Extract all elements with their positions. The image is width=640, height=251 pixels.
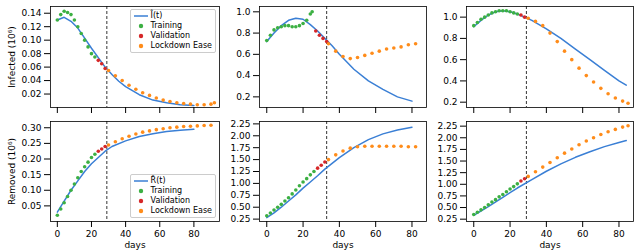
html-text:Training: Training: [150, 21, 183, 30]
svg-text:0.6: 0.6: [236, 49, 251, 59]
html-text:Î(t): Î(t): [150, 11, 163, 20]
svg-text:80: 80: [188, 229, 200, 239]
svg-text:1.75: 1.75: [437, 144, 457, 154]
svg-text:1.50: 1.50: [437, 156, 457, 166]
svg-text:80: 80: [406, 229, 418, 239]
svg-text:0.50: 0.50: [437, 202, 457, 212]
html-text:Lockdown Ease: Lockdown Ease: [150, 206, 212, 215]
svg-text:1.0: 1.0: [443, 12, 458, 22]
svg-text:0.2: 0.2: [236, 92, 250, 102]
svg-text:2.25: 2.25: [230, 119, 250, 129]
svg-text:0.4: 0.4: [443, 76, 458, 86]
svg-text:0.25: 0.25: [230, 214, 250, 224]
svg-text:Removed (10⁶): Removed (10⁶): [7, 138, 17, 205]
html-text:Training: Training: [150, 186, 183, 195]
html-text:R̂(t): R̂(t): [150, 176, 166, 185]
html-text:Lockdown Ease: Lockdown Ease: [150, 41, 212, 50]
svg-text:20: 20: [504, 229, 516, 239]
svg-text:Infected (10⁶): Infected (10⁶): [7, 26, 17, 88]
svg-text:0.02: 0.02: [21, 89, 41, 99]
svg-text:0.14: 0.14: [21, 8, 41, 18]
svg-text:0.6: 0.6: [443, 55, 458, 65]
svg-text:60: 60: [154, 229, 166, 239]
svg-text:2.00: 2.00: [230, 131, 250, 141]
svg-text:0.10: 0.10: [21, 185, 41, 195]
html-text:Validation: Validation: [150, 31, 191, 40]
svg-text:1.25: 1.25: [437, 168, 457, 178]
svg-text:40: 40: [120, 229, 132, 239]
svg-text:1.00: 1.00: [437, 179, 457, 189]
svg-text:0.50: 0.50: [230, 202, 250, 212]
svg-text:0.05: 0.05: [21, 201, 41, 211]
svg-text:60: 60: [577, 229, 589, 239]
svg-text:0: 0: [471, 229, 477, 239]
svg-text:days: days: [332, 240, 354, 250]
svg-text:1.0: 1.0: [236, 7, 251, 17]
svg-text:0: 0: [264, 229, 270, 239]
html-text:Validation: Validation: [150, 196, 191, 205]
svg-text:0.8: 0.8: [236, 28, 251, 38]
svg-text:0.4: 0.4: [236, 70, 251, 80]
svg-text:40: 40: [334, 229, 346, 239]
svg-text:1.75: 1.75: [230, 143, 250, 153]
svg-text:0.08: 0.08: [21, 49, 41, 59]
svg-text:0.30: 0.30: [21, 123, 41, 133]
svg-text:days: days: [124, 240, 146, 250]
svg-text:0.04: 0.04: [21, 75, 41, 85]
svg-text:0.25: 0.25: [437, 214, 457, 224]
svg-text:0: 0: [54, 229, 60, 239]
svg-text:60: 60: [370, 229, 382, 239]
svg-text:1.50: 1.50: [230, 154, 250, 164]
svg-text:0.15: 0.15: [21, 170, 41, 180]
svg-text:40: 40: [541, 229, 553, 239]
svg-text:1.25: 1.25: [230, 166, 250, 176]
svg-text:1.00: 1.00: [230, 178, 250, 188]
svg-text:0.2: 0.2: [443, 97, 457, 107]
svg-text:2.25: 2.25: [437, 121, 457, 131]
svg-text:0.75: 0.75: [230, 190, 250, 200]
svg-text:0.10: 0.10: [21, 35, 41, 45]
svg-text:2.00: 2.00: [437, 133, 457, 143]
svg-text:0.06: 0.06: [21, 62, 41, 72]
svg-text:0.20: 0.20: [21, 154, 41, 164]
svg-text:0.12: 0.12: [21, 22, 41, 32]
svg-text:0.25: 0.25: [21, 138, 41, 148]
svg-text:20: 20: [297, 229, 309, 239]
svg-text:20: 20: [86, 229, 98, 239]
svg-text:0.8: 0.8: [443, 33, 458, 43]
svg-text:days: days: [539, 240, 561, 250]
svg-text:0.75: 0.75: [437, 191, 457, 201]
svg-text:80: 80: [613, 229, 625, 239]
